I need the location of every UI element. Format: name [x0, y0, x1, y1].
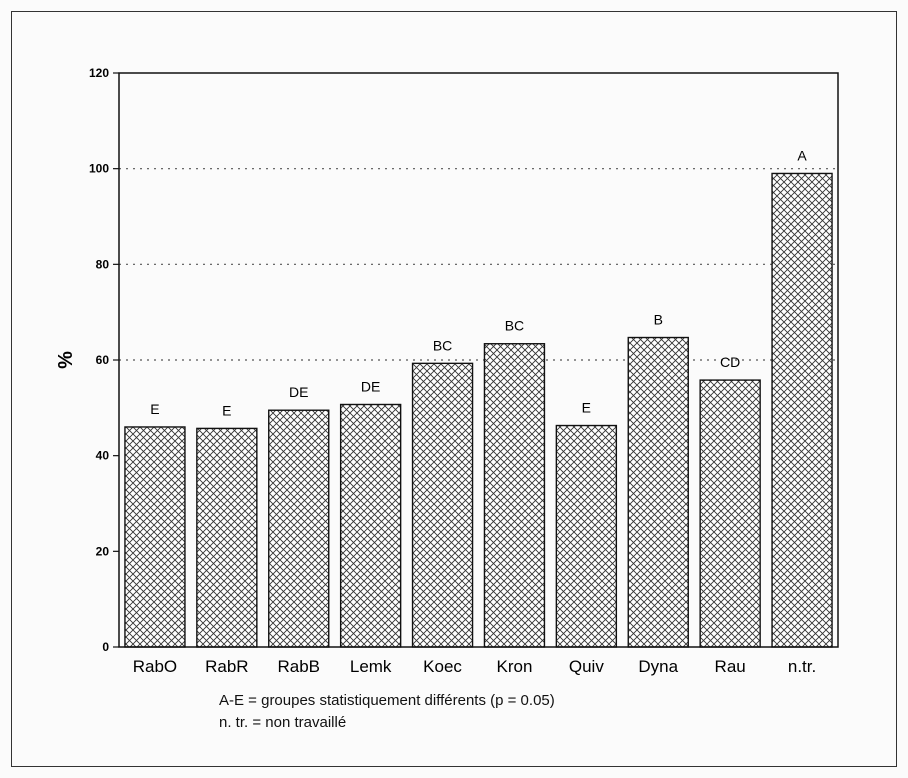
group-label: BC: [433, 337, 452, 353]
group-label: B: [654, 312, 663, 328]
x-tick-label: Rau: [715, 657, 746, 676]
x-tick-label: RabB: [277, 657, 320, 676]
bar: [627, 336, 689, 648]
note-groups: A-E = groupes statistiquement différents…: [219, 692, 555, 709]
bar: [555, 424, 618, 648]
figure-frame: [11, 11, 897, 767]
bar: [771, 172, 833, 648]
group-label: DE: [361, 378, 380, 394]
notes: A-E = groupes statistiquement différents…: [219, 690, 555, 734]
x-tick-label: RabR: [205, 657, 248, 676]
x-tick-label: RabO: [133, 657, 177, 676]
y-tick-label: 120: [89, 66, 109, 80]
x-tick-label: Dyna: [638, 657, 678, 676]
y-axis-ticks: 0 20 40 60 80 100 120: [89, 66, 119, 654]
group-label: CD: [720, 354, 740, 370]
y-tick-label: 20: [96, 544, 110, 558]
y-axis-label: %: [55, 351, 77, 369]
bar: [483, 343, 546, 648]
y-tick-label: 0: [102, 640, 109, 654]
group-labels: E E DE DE BC BC E B CD A: [150, 147, 807, 418]
y-tick-label: 60: [96, 353, 110, 367]
x-tick-label: Quiv: [569, 657, 604, 676]
group-label: E: [222, 402, 231, 418]
y-tick-label: 100: [89, 162, 109, 176]
bar: [124, 426, 186, 648]
bars: [124, 172, 833, 648]
group-label: E: [150, 401, 159, 417]
x-axis-labels: RabO RabR RabB Lemk Koec Kron Quiv Dyna Rau n.tr.: [133, 657, 816, 676]
note-abbreviation: n. tr. = non travaillé: [219, 714, 347, 731]
x-tick-label: Kron: [496, 657, 532, 676]
bar: [196, 427, 258, 648]
group-label: BC: [505, 318, 524, 334]
group-label: A: [797, 147, 807, 163]
group-label: E: [582, 400, 591, 416]
bar: [699, 379, 761, 648]
bar: [268, 409, 330, 648]
bar: [339, 403, 402, 648]
y-tick-label: 80: [96, 257, 110, 271]
y-tick-label: 40: [96, 449, 110, 463]
grid-lines: [119, 168, 838, 361]
x-tick-label: Koec: [423, 657, 462, 676]
x-tick-label: n.tr.: [788, 657, 816, 676]
bar: [411, 362, 474, 648]
x-tick-label: Lemk: [350, 657, 392, 676]
group-label: DE: [289, 384, 308, 400]
